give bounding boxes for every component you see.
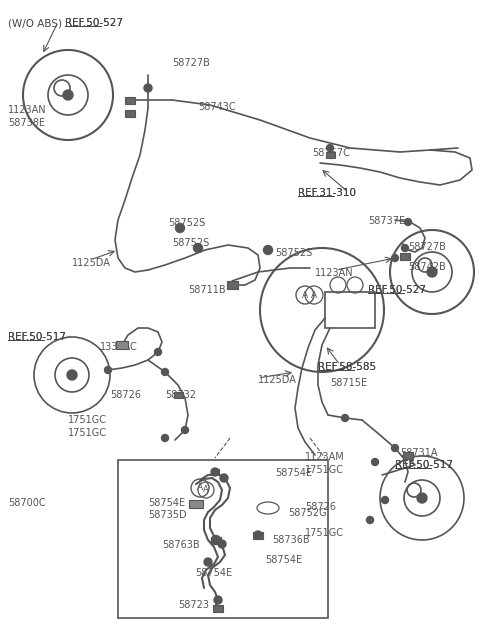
Text: 58754E: 58754E (195, 568, 232, 578)
Text: REF.50-517: REF.50-517 (8, 332, 66, 342)
Bar (325, 152, 335, 158)
Text: 58757C: 58757C (312, 148, 350, 158)
Text: 58752G: 58752G (288, 508, 326, 518)
Text: 58742B: 58742B (408, 262, 446, 272)
Text: 58752S: 58752S (275, 248, 312, 258)
Text: REF.50-517: REF.50-517 (395, 460, 453, 470)
Text: 58743C: 58743C (198, 102, 236, 112)
Circle shape (212, 535, 220, 544)
Text: A: A (311, 290, 317, 300)
Circle shape (392, 254, 398, 261)
Text: A: A (203, 485, 209, 494)
Circle shape (218, 540, 226, 548)
Text: 1751GC: 1751GC (68, 415, 107, 425)
Text: 58700C: 58700C (8, 498, 46, 508)
Circle shape (367, 517, 373, 523)
Text: REF.50-527: REF.50-527 (368, 285, 426, 295)
Circle shape (372, 458, 379, 465)
Circle shape (427, 267, 437, 277)
Circle shape (204, 558, 212, 566)
Text: 58727B: 58727B (172, 58, 210, 68)
Circle shape (341, 415, 348, 422)
Circle shape (211, 468, 219, 476)
Bar (173, 392, 182, 398)
Circle shape (392, 444, 398, 451)
Circle shape (254, 531, 262, 539)
Text: 1123AM: 1123AM (305, 452, 345, 462)
Text: (W/O ABS): (W/O ABS) (8, 18, 62, 28)
Text: 1123AN: 1123AN (8, 105, 47, 115)
Text: REF.50-527: REF.50-527 (368, 285, 426, 295)
Text: A: A (197, 483, 203, 492)
Text: 1751GC: 1751GC (305, 528, 344, 538)
Text: REF.50-527: REF.50-527 (65, 18, 123, 28)
Text: REF.50-527: REF.50-527 (65, 18, 123, 28)
Circle shape (63, 90, 73, 100)
Text: A: A (302, 290, 308, 300)
Text: REF.50-517: REF.50-517 (395, 460, 453, 470)
Bar (211, 469, 219, 475)
Text: 1751GC: 1751GC (305, 465, 344, 475)
Circle shape (220, 474, 228, 482)
Text: 58738E: 58738E (8, 118, 45, 128)
Text: 58752S: 58752S (168, 218, 205, 228)
Text: 58754E: 58754E (275, 468, 312, 478)
Circle shape (144, 84, 152, 92)
Bar (116, 341, 128, 349)
Text: 1125DA: 1125DA (72, 258, 111, 268)
Text: 58737E: 58737E (368, 216, 405, 226)
Text: REF.58-585: REF.58-585 (318, 362, 376, 372)
Bar (400, 252, 410, 259)
Circle shape (161, 435, 168, 442)
Text: 1123AN: 1123AN (315, 268, 354, 278)
Bar (125, 110, 135, 116)
Bar (227, 281, 238, 289)
Text: REF.58-585: REF.58-585 (318, 362, 376, 372)
Text: 58726: 58726 (110, 390, 141, 400)
Text: REF.31-310: REF.31-310 (298, 188, 356, 198)
Bar (189, 500, 203, 508)
Text: 58754E: 58754E (265, 555, 302, 565)
Text: REF.31-310: REF.31-310 (298, 188, 356, 198)
Text: 1338AC: 1338AC (100, 342, 138, 352)
Circle shape (105, 367, 111, 374)
Text: 58731A: 58731A (400, 448, 437, 458)
Text: 1751GC: 1751GC (68, 428, 107, 438)
Circle shape (193, 243, 203, 252)
Circle shape (417, 493, 427, 503)
Text: 58752S: 58752S (172, 238, 209, 248)
Text: 58736B: 58736B (272, 535, 310, 545)
Text: 58723: 58723 (178, 600, 209, 610)
Bar (118, 460, 328, 618)
Circle shape (155, 349, 161, 356)
Circle shape (401, 245, 408, 252)
Circle shape (67, 370, 77, 380)
Text: REF.50-517: REF.50-517 (8, 332, 66, 342)
Text: 1125DA: 1125DA (258, 375, 297, 385)
Circle shape (176, 223, 184, 232)
Text: 58763B: 58763B (162, 540, 200, 550)
Text: 58711B: 58711B (188, 285, 226, 295)
Text: 58726: 58726 (305, 502, 336, 512)
Circle shape (382, 496, 388, 503)
Bar (253, 532, 263, 539)
Text: 58715E: 58715E (330, 378, 367, 388)
Bar (403, 451, 413, 458)
Bar (325, 292, 375, 328)
Text: 58754E: 58754E (148, 498, 185, 508)
Text: 58727B: 58727B (408, 242, 446, 252)
Text: 58735D: 58735D (148, 510, 187, 520)
Circle shape (326, 144, 334, 152)
Circle shape (214, 596, 222, 604)
Bar (125, 96, 135, 103)
Circle shape (264, 245, 273, 254)
Bar (213, 605, 223, 611)
Circle shape (181, 426, 189, 433)
Circle shape (405, 218, 411, 225)
Text: 58732: 58732 (165, 390, 196, 400)
Circle shape (161, 369, 168, 376)
Bar (211, 537, 221, 544)
